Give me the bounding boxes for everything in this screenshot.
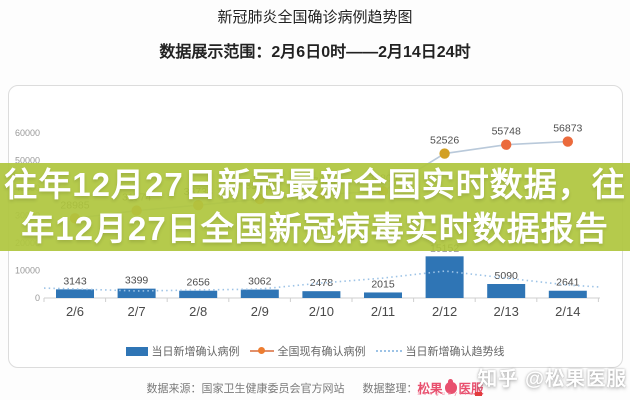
svg-text:5090: 5090 bbox=[495, 270, 519, 282]
svg-text:2641: 2641 bbox=[556, 277, 580, 289]
songguo-logo: 松果 医服 s o n g u o y i f u bbox=[417, 378, 484, 397]
legend-item-existing-cases: 全国现有确认病例 bbox=[249, 343, 366, 359]
data-arrange-label: 数据整理： bbox=[362, 382, 418, 395]
svg-text:2015: 2015 bbox=[371, 278, 395, 290]
svg-text:2/11: 2/11 bbox=[371, 304, 395, 319]
headline-overlay-banner: 往年12月27日新冠最新全国实时数据，往 年12月27日全国新冠病毒实时数据报告 bbox=[0, 163, 630, 251]
svg-text:10000: 10000 bbox=[15, 266, 40, 276]
svg-text:52526: 52526 bbox=[430, 135, 459, 147]
logo-tagline: s o n g u o y i f u bbox=[417, 391, 483, 397]
svg-text:3399: 3399 bbox=[125, 275, 149, 287]
pinecone-icon bbox=[444, 378, 457, 394]
svg-text:50000: 50000 bbox=[15, 156, 40, 166]
legend-item-trendline: 当日新增确认趋势线 bbox=[375, 343, 505, 359]
zhihu-watermark: 知乎 @松果医服 bbox=[477, 368, 627, 390]
svg-text:2/9: 2/9 bbox=[251, 304, 269, 319]
logo-chip bbox=[475, 392, 483, 396]
svg-text:2/10: 2/10 bbox=[309, 304, 334, 319]
footer-credits: 数据来源：国家卫生健康委员会官方网站 数据整理： 松果 医服 s o n g u… bbox=[0, 378, 630, 397]
svg-text:0: 0 bbox=[35, 293, 40, 303]
dotted-line-swatch-icon bbox=[375, 350, 402, 352]
logo-text-1: 松果 bbox=[417, 382, 443, 396]
svg-text:2656: 2656 bbox=[187, 277, 211, 289]
chart-legend: 当日新增确认病例 全国现有确认病例 当日新增确认趋势线 bbox=[0, 343, 630, 359]
chart-title: 新冠肺炎全国确诊病例趋势图 bbox=[217, 9, 413, 26]
svg-text:56873: 56873 bbox=[553, 123, 582, 135]
svg-text:55748: 55748 bbox=[492, 126, 521, 138]
legend-label: 当日新增确认趋势线 bbox=[405, 346, 505, 358]
svg-text:3062: 3062 bbox=[248, 276, 272, 288]
svg-text:60000: 60000 bbox=[15, 128, 40, 138]
svg-text:2/14: 2/14 bbox=[555, 304, 580, 319]
legend-item-new-cases: 当日新增确认病例 bbox=[125, 343, 240, 359]
svg-text:2/13: 2/13 bbox=[494, 304, 519, 319]
date-range-subtitle: 数据展示范围：2月6日0时——2月14日24时 bbox=[159, 44, 471, 61]
headline-line-2: 年12月27日全国新冠病毒实时数据报告 bbox=[21, 210, 609, 247]
svg-text:3143: 3143 bbox=[63, 275, 87, 287]
data-source-text: 数据来源：国家卫生健康委员会官方网站 bbox=[146, 382, 345, 395]
line-dot-swatch-icon bbox=[249, 347, 274, 355]
data-arrange-group: 数据整理： 松果 医服 s o n g u o y i f u bbox=[362, 378, 484, 397]
legend-label: 全国现有确认病例 bbox=[277, 346, 366, 358]
headline-line-1: 往年12月27日新冠最新全国实时数据，往 bbox=[4, 166, 626, 203]
legend-label: 当日新增确认病例 bbox=[151, 346, 240, 358]
bar-swatch-icon bbox=[125, 346, 148, 356]
svg-text:2/8: 2/8 bbox=[189, 304, 207, 319]
svg-text:2/6: 2/6 bbox=[66, 304, 84, 319]
svg-text:2/12: 2/12 bbox=[432, 304, 457, 319]
svg-text:2/7: 2/7 bbox=[128, 304, 146, 319]
